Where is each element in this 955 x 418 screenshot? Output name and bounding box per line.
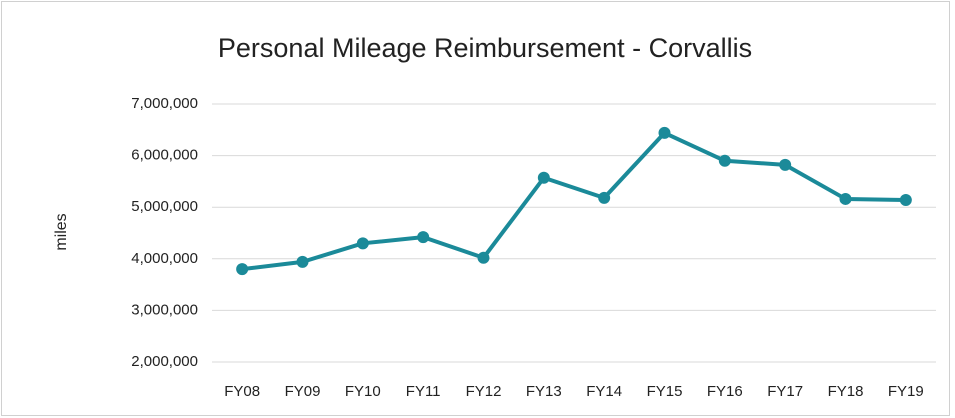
y-axis-label: miles (53, 213, 70, 250)
x-tick-label: FY14 (586, 383, 622, 400)
chart-title: Personal Mileage Reimbursement - Corvall… (218, 33, 752, 63)
x-tick-label: FY12 (466, 383, 502, 400)
point (598, 191, 611, 204)
y-tick-label: 7,000,000 (131, 95, 198, 112)
point (899, 193, 912, 206)
x-tick-label: FY13 (526, 383, 562, 400)
x-tick-label: FY17 (767, 383, 803, 400)
x-tick-label: FY11 (406, 383, 441, 400)
x-tick-label: FY08 (224, 383, 260, 400)
x-tick-label: FY15 (647, 383, 683, 400)
y-tick-label: 2,000,000 (131, 353, 198, 370)
point (839, 192, 852, 205)
point (718, 154, 731, 167)
point (296, 255, 309, 268)
x-tick-label: FY18 (828, 383, 864, 400)
point (356, 237, 369, 250)
x-tick-label: FY09 (285, 383, 321, 400)
y-tick-label: 4,000,000 (131, 250, 198, 267)
y-tick-label: 5,000,000 (131, 198, 198, 215)
point (779, 158, 792, 171)
x-tick-label: FY16 (707, 383, 743, 400)
point (658, 126, 671, 139)
point (537, 171, 550, 184)
point (417, 231, 430, 244)
line (241, 130, 906, 272)
y-tick-label: 3,000,000 (131, 301, 198, 318)
y-tick-label: 6,000,000 (131, 147, 198, 164)
point (236, 263, 249, 276)
x-tick-label: FY10 (345, 383, 381, 400)
point (477, 251, 490, 264)
x-tick-label: FY19 (888, 383, 924, 400)
